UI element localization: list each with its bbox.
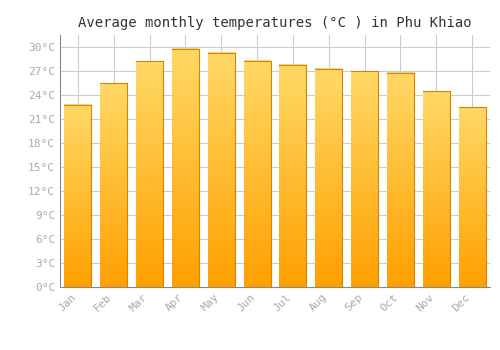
Title: Average monthly temperatures (°C ) in Phu Khiao: Average monthly temperatures (°C ) in Ph… bbox=[78, 16, 472, 30]
